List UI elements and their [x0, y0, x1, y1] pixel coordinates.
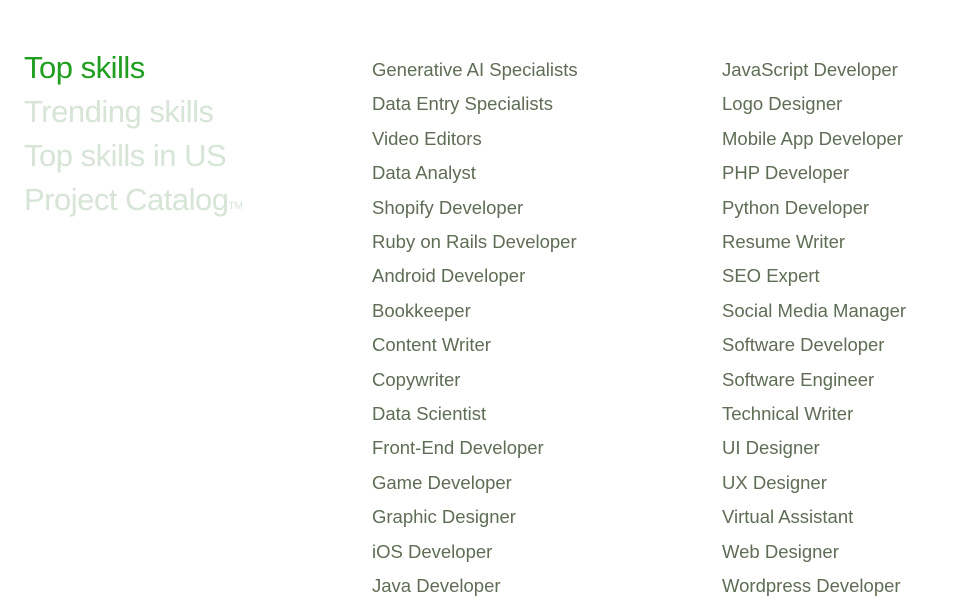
skill-link-front-end-developer[interactable]: Front-End Developer: [372, 437, 544, 459]
skill-link-php-developer[interactable]: PHP Developer: [722, 162, 850, 184]
skill-link-content-writer[interactable]: Content Writer: [372, 334, 491, 356]
skill-link-logo-designer[interactable]: Logo Designer: [722, 93, 843, 115]
skills-column-1: Generative AI Specialists Data Entry Spe…: [372, 53, 578, 604]
skill-link-data-entry-specialists[interactable]: Data Entry Specialists: [372, 93, 553, 115]
skill-link-social-media-manager[interactable]: Social Media Manager: [722, 299, 907, 321]
tab-top-skills-in-us[interactable]: Top skills in US: [24, 138, 227, 173]
skill-link-shopify-developer[interactable]: Shopify Developer: [372, 196, 524, 218]
skill-link-software-engineer[interactable]: Software Engineer: [722, 368, 875, 390]
skill-link-seo-expert[interactable]: SEO Expert: [722, 265, 820, 287]
skill-link-java-developer[interactable]: Java Developer: [372, 575, 501, 597]
skill-link-ux-designer[interactable]: UX Designer: [722, 471, 827, 493]
skill-link-ui-designer[interactable]: UI Designer: [722, 437, 820, 459]
skill-link-data-analyst[interactable]: Data Analyst: [372, 162, 476, 184]
skill-link-graphic-designer[interactable]: Graphic Designer: [372, 506, 516, 528]
trademark-mark: TM: [228, 201, 243, 212]
skill-link-game-developer[interactable]: Game Developer: [372, 471, 512, 493]
skill-link-software-developer[interactable]: Software Developer: [722, 334, 885, 356]
skill-link-python-developer[interactable]: Python Developer: [722, 196, 870, 218]
skill-link-copywriter[interactable]: Copywriter: [372, 368, 461, 390]
skill-link-wordpress-developer[interactable]: Wordpress Developer: [722, 575, 901, 597]
skill-link-ruby-on-rails-developer[interactable]: Ruby on Rails Developer: [372, 231, 577, 253]
tab-trending-skills[interactable]: Trending skills: [24, 94, 214, 129]
skill-link-data-scientist[interactable]: Data Scientist: [372, 403, 487, 425]
skill-link-technical-writer[interactable]: Technical Writer: [722, 403, 854, 425]
tab-project-catalog-label: Project Catalog: [24, 182, 229, 217]
skill-link-android-developer[interactable]: Android Developer: [372, 265, 526, 287]
skill-link-generative-ai-specialists[interactable]: Generative AI Specialists: [372, 59, 578, 80]
skill-link-web-designer[interactable]: Web Designer: [722, 540, 839, 562]
skills-category-tabs: Top skills Trending skills Top skills in…: [24, 50, 243, 226]
skills-column-2: JavaScript Developer Logo Designer Mobil…: [722, 53, 906, 604]
skill-link-video-editors[interactable]: Video Editors: [372, 127, 482, 149]
skill-link-javascript-developer[interactable]: JavaScript Developer: [722, 59, 898, 80]
skill-link-virtual-assistant[interactable]: Virtual Assistant: [722, 506, 854, 528]
tab-project-catalog[interactable]: Project CatalogTM: [24, 182, 243, 226]
tab-top-skills[interactable]: Top skills: [24, 50, 145, 85]
skill-link-resume-writer[interactable]: Resume Writer: [722, 231, 846, 253]
skill-link-mobile-app-developer[interactable]: Mobile App Developer: [722, 127, 903, 149]
skill-link-bookkeeper[interactable]: Bookkeeper: [372, 299, 471, 321]
skill-link-ios-developer[interactable]: iOS Developer: [372, 540, 493, 562]
